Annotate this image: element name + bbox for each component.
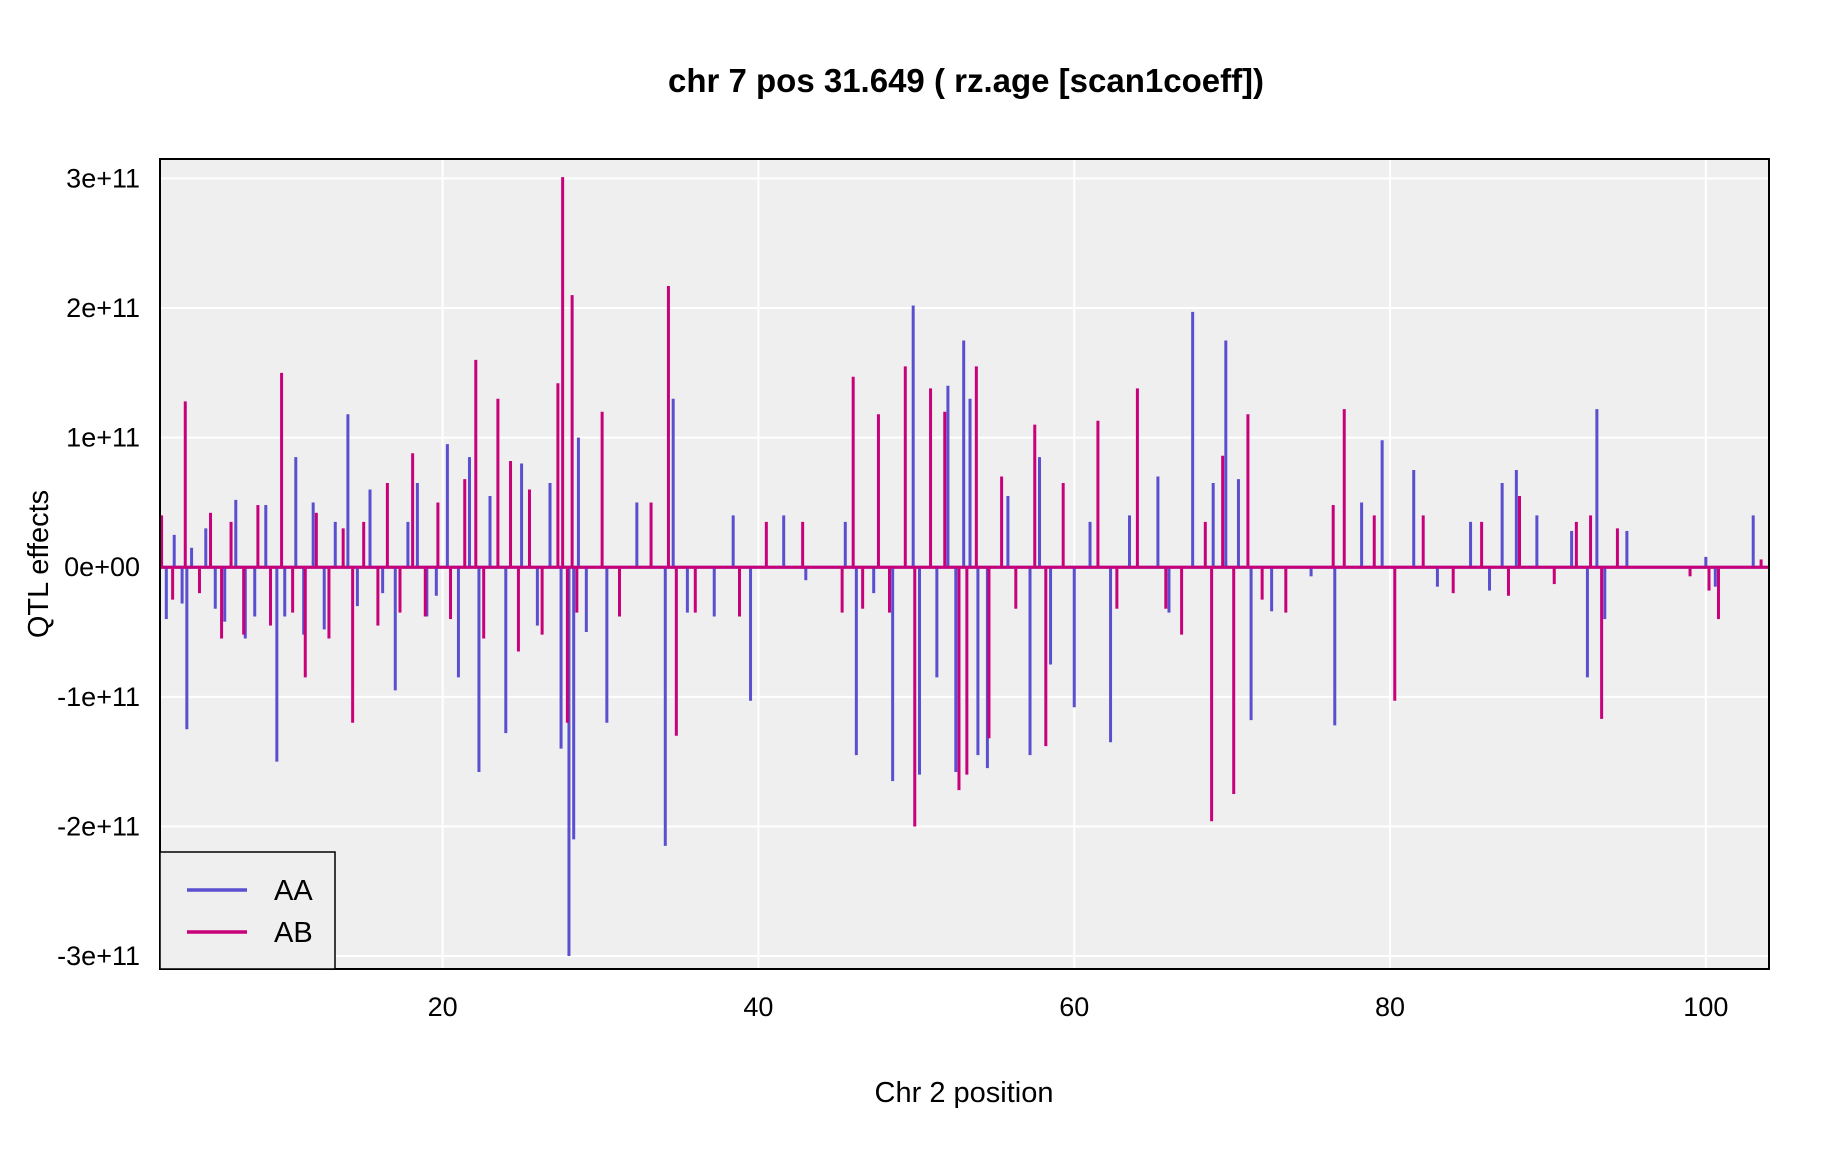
y-tick-label: 2e+11: [66, 293, 140, 323]
x-tick-label: 20: [428, 992, 458, 1022]
y-tick-label: 1e+11: [66, 423, 140, 453]
x-tick-label: 100: [1683, 992, 1728, 1022]
y-tick-label: -1e+11: [57, 682, 140, 712]
y-tick-label: -3e+11: [57, 941, 140, 971]
legend-label-aa: AA: [274, 875, 313, 907]
y-axis-label: QTL effects: [23, 490, 55, 638]
series-ab: [160, 177, 1769, 827]
y-tick-label: 3e+11: [66, 163, 140, 193]
x-tick-label: 40: [743, 992, 773, 1022]
x-tick-label: 80: [1375, 992, 1405, 1022]
x-axis-label: Chr 2 position: [875, 1077, 1054, 1109]
series-layer: [160, 177, 1769, 957]
x-tick-label: 60: [1059, 992, 1089, 1022]
chart-title: chr 7 pos 31.649 ( rz.age [scan1coeff]): [668, 62, 1264, 99]
x-axis-ticks: 20 40 60 80 100: [428, 992, 1729, 1022]
legend-box: [159, 851, 336, 970]
y-tick-label: -2e+11: [57, 811, 140, 841]
legend-label-ab: AB: [274, 917, 313, 949]
y-axis-ticks: 3e+11 2e+11 1e+11 0e+00 -1e+11 -2e+11 -3e+11: [57, 163, 140, 971]
legend: AA AB: [159, 851, 336, 970]
plot-border: [159, 158, 1770, 970]
y-tick-label: 0e+00: [64, 552, 140, 582]
